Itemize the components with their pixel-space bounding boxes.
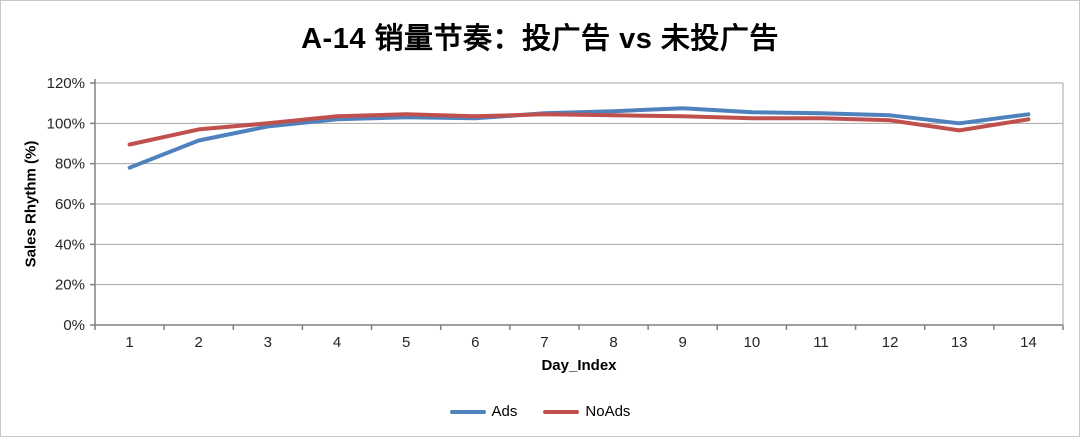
noads-line-swatch — [543, 409, 580, 414]
x-tick-label: 6 — [471, 334, 479, 351]
legend-item-ads: Ads — [449, 403, 518, 420]
x-axis-title: Day_Index — [541, 357, 617, 374]
legend-label-ads: Ads — [491, 403, 518, 420]
legend: Ads NoAds — [1, 403, 1079, 420]
x-tick-label: 9 — [679, 334, 687, 351]
ads-line-swatch — [449, 409, 486, 414]
legend-item-noads: NoAds — [543, 403, 630, 420]
y-tick-label: 100% — [47, 115, 85, 132]
chart-title: A-14 销量节奏：投广告 vs 未投广告 — [301, 23, 779, 55]
x-tick-label: 4 — [333, 334, 341, 351]
y-tick-label: 0% — [63, 317, 85, 334]
y-tick-label: 40% — [55, 236, 85, 253]
x-tick-label: 12 — [882, 334, 899, 351]
x-tick-label: 11 — [813, 334, 829, 351]
x-tick-label: 5 — [402, 334, 410, 351]
x-tick-label: 10 — [744, 334, 761, 351]
x-tick-label: 3 — [264, 334, 272, 351]
x-tick-label: 8 — [609, 334, 617, 351]
y-axis-title: Sales Rhythm (%) — [22, 140, 40, 268]
x-tick-label: 1 — [125, 334, 133, 351]
noads-line — [127, 112, 1031, 147]
y-tick-label: 20% — [55, 277, 85, 294]
x-tick-label: 13 — [951, 334, 968, 351]
x-tick-label: 2 — [195, 334, 203, 351]
y-tick-label: 60% — [55, 196, 85, 213]
x-tick-label: 7 — [540, 334, 548, 351]
x-tick-label: 14 — [1020, 334, 1037, 351]
legend-label-noads: NoAds — [585, 403, 631, 420]
ads-line — [127, 106, 1031, 170]
y-tick-label: 80% — [55, 156, 85, 173]
y-tick-label: 120% — [47, 75, 85, 92]
